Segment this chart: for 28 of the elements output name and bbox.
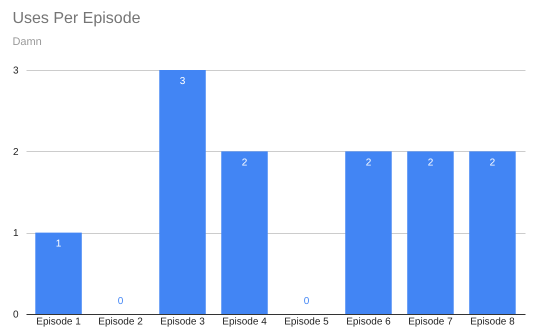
x-tick-label: Episode 2: [98, 316, 144, 328]
data-label: 1: [56, 238, 62, 250]
bar: [221, 151, 268, 314]
data-label: 2: [242, 157, 248, 168]
x-tick-label: Episode 5: [284, 316, 330, 328]
x-tick-label: Episode 4: [222, 316, 268, 328]
y-tick-label: 3: [12, 66, 19, 76]
x-tick-label: Episode 7: [408, 316, 454, 328]
data-label: 0: [118, 296, 124, 307]
data-label: 2: [428, 157, 434, 168]
data-label: 2: [490, 157, 496, 168]
data-label: 0: [304, 296, 310, 307]
x-tick-label: Episode 6: [346, 316, 392, 328]
bar: [35, 232, 82, 314]
data-label: 3: [180, 76, 186, 87]
y-tick-label: 1: [12, 228, 19, 240]
bar: [345, 151, 392, 314]
x-tick-label: Episode 3: [160, 316, 206, 328]
x-tick-label: Episode 8: [470, 316, 516, 328]
y-tick-label: 2: [12, 146, 19, 158]
x-tick-label: Episode 1: [36, 316, 82, 328]
bar: [159, 70, 206, 314]
chart-subtitle: Damn: [12, 36, 42, 48]
bar: [407, 151, 454, 314]
y-tick-label: 0: [12, 310, 19, 320]
chart-title: Uses Per Episode: [12, 10, 141, 27]
data-label: 2: [366, 157, 372, 168]
bar: [469, 151, 516, 314]
